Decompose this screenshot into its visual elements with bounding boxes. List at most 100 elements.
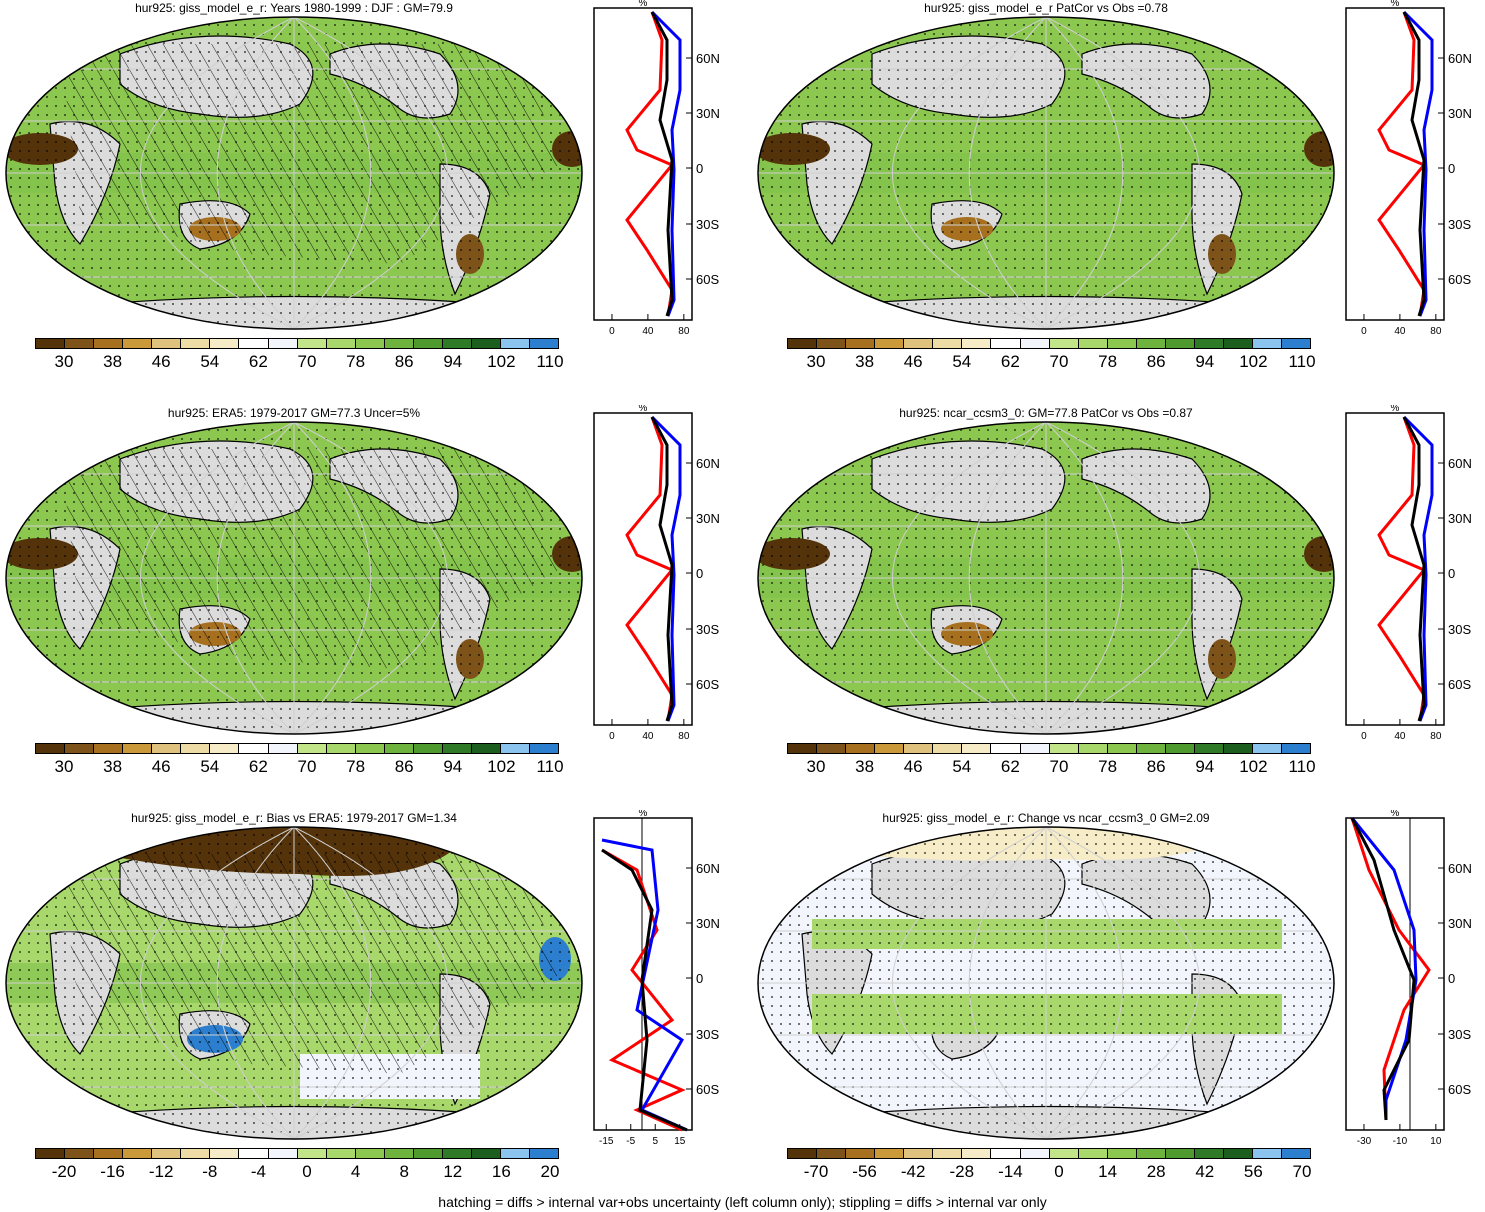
colorbar-label: -28	[949, 1162, 975, 1181]
colorbar-swatch	[123, 1149, 153, 1158]
colorbar-swatch	[501, 744, 531, 753]
red-profile-line	[625, 416, 675, 722]
colorbar-swatch	[1020, 744, 1050, 753]
colorbar-swatch	[1136, 744, 1166, 753]
footnote: hatching = diffs > internal var+obs unce…	[438, 1194, 1047, 1210]
profile-frame	[593, 7, 693, 321]
colorbar-swatch	[1194, 744, 1224, 753]
colorbar-swatch	[355, 1149, 385, 1158]
colorbar-swatch	[152, 744, 182, 753]
colorbar-swatch	[36, 1149, 66, 1158]
x-tick-label: -10	[1393, 1136, 1408, 1147]
lat-label: 30N	[1448, 511, 1472, 526]
map-title: hur925: ERA5: 1979-2017 GM=77.3 Uncer=5%	[167, 406, 421, 420]
x-tick-label: 80	[1430, 326, 1442, 337]
lat-label: 0	[1448, 566, 1455, 581]
colorbar-swatch	[65, 339, 95, 348]
colorbar-swatch	[268, 339, 298, 348]
x-tick-label: 80	[678, 326, 690, 337]
colorbar-label: 54	[952, 757, 972, 776]
x-tick-label: -5	[626, 1136, 635, 1147]
colorbar-swatch	[152, 1149, 182, 1158]
colorbar	[35, 338, 559, 349]
colorbar-label: 16	[491, 1162, 511, 1181]
x-tick-label: 40	[1394, 731, 1406, 742]
map-border	[757, 421, 1335, 735]
colorbar-label: -12	[148, 1162, 174, 1181]
colorbar-swatch	[1253, 744, 1283, 753]
colorbar-label: 86	[1146, 352, 1166, 371]
lat-label: 60N	[696, 861, 720, 876]
colorbar-label: 38	[855, 757, 875, 776]
x-tick-label: 40	[642, 731, 654, 742]
colorbar-label: 38	[103, 352, 123, 371]
red-profile-line	[1350, 817, 1431, 1121]
profile-unit: %	[1391, 405, 1400, 414]
colorbar-label: 56	[1243, 1162, 1263, 1181]
colorbar-swatch	[817, 744, 847, 753]
colorbar-swatch	[817, 339, 847, 348]
map	[5, 421, 583, 735]
hatching	[60, 854, 560, 1074]
colorbar-swatch	[501, 339, 531, 348]
colorbar-swatch	[846, 744, 876, 753]
colorbar-swatch	[875, 339, 905, 348]
lat-label: 30N	[696, 106, 720, 121]
colorbar-swatch	[933, 744, 963, 753]
black-profile-line	[601, 848, 688, 1132]
colorbar-label: 38	[103, 757, 123, 776]
colorbar-swatch	[123, 744, 153, 753]
colorbar	[787, 338, 1311, 349]
colorbar-swatch	[471, 744, 501, 753]
black-profile-line	[650, 416, 674, 722]
zonal-profile: % 60N 30N 0 30S 60S 0 40 80	[593, 405, 720, 742]
colorbar-label: 78	[346, 352, 366, 371]
colorbar-swatch	[962, 744, 992, 753]
colorbar-swatch	[1282, 339, 1311, 348]
colorbar-label: 62	[1000, 757, 1020, 776]
profile-frame	[1345, 412, 1445, 726]
colorbar-swatch	[326, 1149, 356, 1158]
colorbar-label: -42	[900, 1162, 926, 1181]
colorbar-swatch	[1049, 1149, 1079, 1158]
lat-label: 60N	[1448, 456, 1472, 471]
black-profile-line	[1402, 11, 1426, 317]
colorbar-label: 4	[350, 1162, 361, 1181]
colorbar-swatch	[442, 1149, 472, 1158]
colorbar-label: 30	[806, 352, 826, 371]
colorbar-label: -70	[803, 1162, 829, 1181]
colorbar-swatch	[1165, 1149, 1195, 1158]
colorbar-label: 110	[1288, 352, 1316, 371]
colorbar-label: 70	[297, 757, 317, 776]
lat-label: 30S	[1448, 217, 1471, 232]
colorbar-swatch	[326, 744, 356, 753]
colorbar-swatch	[384, 744, 414, 753]
colorbar-swatch	[991, 1149, 1021, 1158]
colorbar-swatch	[413, 744, 443, 753]
colorbar-swatch	[1165, 339, 1195, 348]
colorbar-swatch	[442, 744, 472, 753]
x-tick-label: 40	[1394, 326, 1406, 337]
colorbar-label: 12	[443, 1162, 463, 1181]
colorbar-swatch	[152, 339, 182, 348]
x-tick-label: 40	[642, 326, 654, 337]
colorbar-swatch	[933, 339, 963, 348]
colorbar-label: -16	[100, 1162, 125, 1181]
colorbar-swatch	[1223, 744, 1253, 753]
colorbar-label: 38	[855, 352, 875, 371]
lat-label: 30N	[1448, 916, 1472, 931]
black-profile-line	[1350, 817, 1416, 1121]
zonal-profile: % 60N 30N 0 30S 60S -15 -5 5 15	[593, 810, 720, 1147]
zonal-profile: % 60N 30N 0 30S 60S 0 40 80	[1345, 0, 1472, 337]
lat-label: 30N	[696, 511, 720, 526]
colorbar-label: 110	[536, 757, 564, 776]
colorbar-swatch	[181, 1149, 211, 1158]
colorbar-swatch	[1253, 1149, 1283, 1158]
colorbar-swatch	[268, 1149, 298, 1158]
red-profile-line	[1377, 11, 1427, 317]
colorbar-label: 42	[1195, 1162, 1215, 1181]
colorbar-swatch	[384, 339, 414, 348]
map-title: hur925: giss_model_e_r: Bias vs ERA5: 19…	[131, 811, 457, 825]
colorbar-swatch	[36, 339, 66, 348]
red-profile-line	[1377, 416, 1427, 722]
